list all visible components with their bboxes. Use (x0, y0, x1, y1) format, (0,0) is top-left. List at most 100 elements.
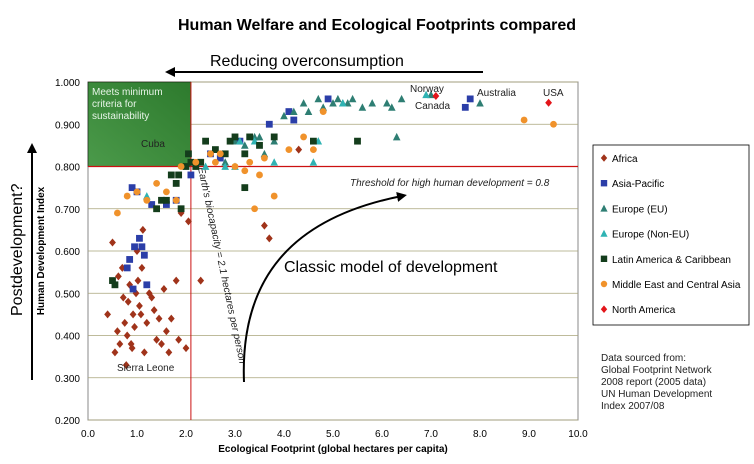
point-latin-america-caribbean (153, 205, 160, 213)
point-middle-east-and-central-asia (231, 163, 239, 170)
point-europe-eu (343, 99, 352, 107)
point-europe-eu (476, 99, 484, 107)
point-latin-america-caribbean (167, 171, 175, 179)
legend-label-middle-east-and-central-asia: Middle East and Central Asia (612, 280, 741, 291)
point-africa (150, 306, 158, 315)
point-europe-eu (280, 111, 288, 120)
point-asia-pacific (129, 285, 137, 293)
legend-label-latin-america-caribbean: Latin America & Caribbean (612, 255, 731, 266)
point-latin-america-caribbean (226, 137, 234, 145)
point-latin-america-caribbean (185, 150, 192, 158)
point-latin-america-caribbean (192, 163, 200, 170)
legend-marker-middle-east-and-central-asia (600, 280, 608, 288)
point-latin-america-caribbean (172, 180, 180, 187)
legend-label-africa: Africa (612, 154, 638, 165)
point-africa (129, 310, 137, 319)
point-asia-pacific (136, 234, 143, 242)
point-europe-eu (329, 99, 337, 107)
point-africa (131, 323, 138, 332)
point-africa (139, 225, 147, 234)
point-asia-pacific (148, 201, 156, 208)
point-asia-pacific (128, 184, 136, 192)
point-africa (138, 263, 146, 272)
point-africa (134, 276, 142, 285)
x-tick-label: 3.0 (228, 429, 242, 440)
point-latin-america-caribbean (212, 146, 219, 153)
point-africa (132, 289, 140, 298)
point-europe-non-eu (309, 158, 318, 166)
point-north-america (432, 91, 440, 100)
x-tick-label: 9.0 (522, 429, 536, 440)
y-tick-labels: 0.200 0.300 0.400 0.500 0.600 0.700 0.800 0.900… (55, 78, 80, 427)
x-axis-title: Ecological Footprint (global hectares pe… (218, 444, 447, 455)
point-latin-america-caribbean (111, 281, 119, 289)
point-latin-america-caribbean (241, 150, 249, 158)
point-asia-pacific (324, 95, 332, 103)
point-asia-pacific (143, 281, 151, 289)
point-latin-america-caribbean (354, 137, 361, 145)
point-europe-eu (334, 94, 342, 103)
point-africa (165, 348, 173, 357)
y-tick-label: 0.900 (55, 120, 80, 131)
point-north-america (545, 98, 552, 107)
point-africa (111, 348, 119, 357)
point-asia-pacific (461, 103, 469, 111)
point-africa (197, 276, 205, 285)
point-asia-pacific (123, 264, 131, 272)
point-europe-non-eu (422, 90, 430, 99)
point-europe-eu (314, 94, 323, 103)
point-latin-america-caribbean (177, 205, 185, 213)
point-africa (123, 331, 131, 340)
point-africa (185, 217, 192, 226)
point-latin-america-caribbean (175, 171, 183, 179)
point-europe-eu (368, 99, 376, 107)
point-europe-eu (299, 99, 308, 107)
point-latin-america-caribbean (270, 133, 278, 141)
x-tick-labels: 0.0 1.0 2.0 3.0 4.0 5.0 6.0 7.0 8.0 9.0 10.0 (81, 429, 588, 440)
y-tick-label: 0.800 (55, 163, 80, 174)
point-europe-eu (388, 103, 396, 111)
point-asia-pacific (216, 154, 224, 162)
point-europe-eu (241, 141, 249, 149)
point-africa (182, 344, 190, 353)
point-europe-eu (383, 99, 391, 107)
source-note: Data sourced from: Global Footprint Netw… (601, 353, 713, 412)
point-africa (126, 280, 134, 289)
label-usa: USA (543, 88, 564, 99)
y-tick-label: 0.500 (55, 289, 80, 300)
point-asia-pacific (285, 108, 293, 115)
sustainability-label-line-3: sustainability (92, 111, 149, 122)
point-middle-east-and-central-asia (550, 120, 557, 128)
point-asia-pacific (466, 95, 474, 103)
label-sierra-leone: Sierra Leone (117, 363, 175, 374)
point-africa (109, 238, 116, 247)
point-africa (128, 344, 136, 353)
point-europe-non-eu (270, 158, 278, 166)
point-africa (261, 221, 268, 230)
point-middle-east-and-central-asia (153, 180, 161, 187)
y-tick-label: 0.600 (55, 247, 80, 258)
point-europe-eu (221, 158, 229, 166)
x-tick-label: 2.0 (179, 429, 193, 440)
point-asia-pacific (163, 201, 170, 208)
legend-marker-africa (600, 154, 608, 162)
point-europe-eu (392, 132, 401, 141)
point-europe-eu (290, 107, 298, 115)
point-middle-east-and-central-asia (251, 205, 258, 213)
point-asia-pacific (290, 116, 298, 124)
point-middle-east-and-central-asia (114, 209, 121, 217)
point-latin-america-caribbean (246, 133, 254, 141)
point-middle-east-and-central-asia (177, 163, 185, 170)
x-tick-label: 5.0 (326, 429, 340, 440)
point-middle-east-and-central-asia (192, 158, 200, 166)
point-latin-america-caribbean (163, 196, 170, 204)
y-tick-label: 1.000 (55, 78, 80, 89)
point-latin-america-caribbean (241, 184, 249, 192)
source-line-1: Data sourced from: (601, 353, 686, 364)
y-tick-label: 0.200 (55, 416, 80, 427)
legend-marker-north-america (600, 305, 608, 313)
point-asia-pacific (140, 251, 148, 259)
label-cuba: Cuba (141, 139, 165, 150)
x-tick-label: 0.0 (81, 429, 95, 440)
